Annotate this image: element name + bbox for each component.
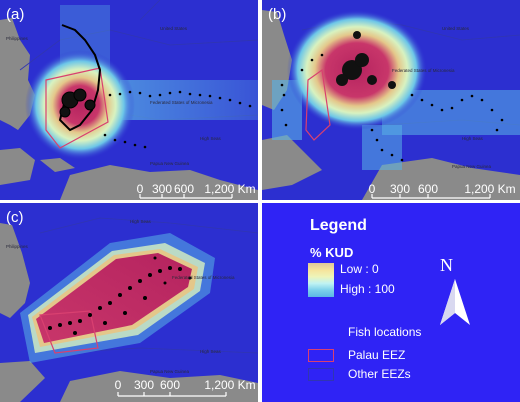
map-panel-b: Federated States of Micronesia United St… — [262, 0, 520, 200]
us-label-b: United States — [442, 26, 470, 31]
legend-kud-title: % KUD — [310, 245, 354, 260]
png-label: Papua New Guinea — [150, 161, 190, 166]
legend-high-label: High : 100 — [340, 282, 395, 296]
legend-low-label: Low : 0 — [340, 262, 379, 276]
map-legend: Legend % KUD Low : 0 High : 100 Fish loc… — [262, 203, 520, 402]
land-philippines-c — [0, 223, 30, 318]
land-borneo — [0, 148, 35, 185]
map-b-canvas: Federated States of Micronesia United St… — [262, 0, 520, 200]
png-label-c: Papua New Guinea — [150, 369, 190, 374]
north-label: N — [440, 255, 453, 275]
land-islands — [40, 158, 75, 172]
us-label: United States — [160, 26, 188, 31]
kud-core-c — [36, 253, 192, 343]
kud-gradient-swatch — [308, 263, 334, 297]
kud-trail — [120, 80, 258, 120]
fish-locations — [58, 24, 102, 132]
map-panel-a: Federated States of Micronesia High Seas… — [0, 0, 258, 200]
map-panel-c: Federated States of Micronesia High Seas… — [0, 203, 258, 402]
high-seas-label-b: High Seas — [462, 136, 484, 141]
scale-bar-a: 0 300 600 1,200 Km — [136, 182, 256, 196]
fish-locations-c — [48, 256, 192, 335]
land-borneo-c — [0, 361, 45, 402]
legend-palau-label: Palau EEZ — [348, 348, 406, 362]
legend-other-label: Other EEZs — [348, 367, 411, 381]
fish-locations-b — [336, 31, 396, 89]
legend-fish-label: Fish locations — [348, 325, 422, 339]
palau-eez-outline-c — [39, 310, 99, 354]
scale-bar-b: 0 300 600 1,200 Km — [368, 182, 516, 196]
land-png — [60, 165, 258, 200]
png-label-b: Papua New Guinea — [452, 164, 492, 169]
fish-trail-points — [103, 90, 252, 149]
eez-label-fsm-b: Federated States of Micronesia — [392, 68, 455, 73]
panel-label-a: (a) — [6, 6, 25, 23]
map-c-canvas: Federated States of Micronesia High Seas… — [0, 203, 258, 402]
panel-label-c: (c) — [6, 209, 24, 226]
eez-label-fsm: Federated States of Micronesia — [150, 100, 213, 105]
high-seas-label: High Seas — [200, 136, 222, 141]
palau-eez-outline-b — [305, 68, 331, 141]
high-seas-label-c2: High Seas — [200, 349, 222, 354]
north-arrow-icon — [440, 279, 470, 325]
palau-eez-swatch — [308, 349, 334, 362]
eez-label-fsm-c: Federated States of Micronesia — [172, 275, 235, 280]
panel-label-b: (b) — [268, 6, 287, 23]
scale-bar-c: 0 300 600 1,200 Km — [114, 378, 256, 392]
legend-title: Legend — [310, 217, 367, 234]
philippines-label: Philippines — [6, 36, 29, 41]
land-indonesia-b — [262, 135, 322, 190]
philippines-label-c: Philippines — [6, 244, 29, 249]
high-seas-label-c: High Seas — [130, 219, 152, 224]
kud-core — [25, 50, 135, 160]
fish-trail-points-b — [280, 53, 504, 162]
other-eez-swatch — [308, 368, 334, 381]
palau-eez-outline — [45, 67, 109, 149]
map-a-canvas: Federated States of Micronesia High Seas… — [0, 0, 258, 200]
